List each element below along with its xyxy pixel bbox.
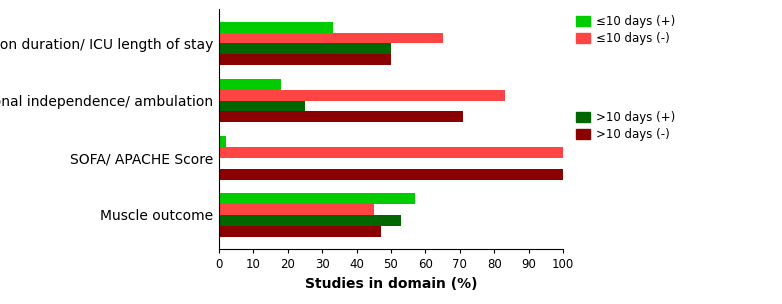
Bar: [219, 193, 415, 204]
Bar: [219, 112, 463, 122]
X-axis label: Studies in domain (%): Studies in domain (%): [305, 277, 477, 291]
Bar: [219, 54, 391, 65]
Bar: [219, 215, 401, 226]
Bar: [219, 33, 443, 43]
Bar: [219, 22, 332, 33]
Bar: [219, 169, 563, 180]
Legend: >10 days (+), >10 days (-): >10 days (+), >10 days (-): [576, 111, 675, 141]
Bar: [219, 226, 381, 237]
Bar: [219, 79, 281, 90]
Bar: [219, 43, 391, 54]
Bar: [219, 101, 305, 112]
Bar: [219, 136, 226, 147]
Bar: [219, 90, 504, 101]
Bar: [219, 204, 374, 215]
Bar: [219, 147, 563, 158]
